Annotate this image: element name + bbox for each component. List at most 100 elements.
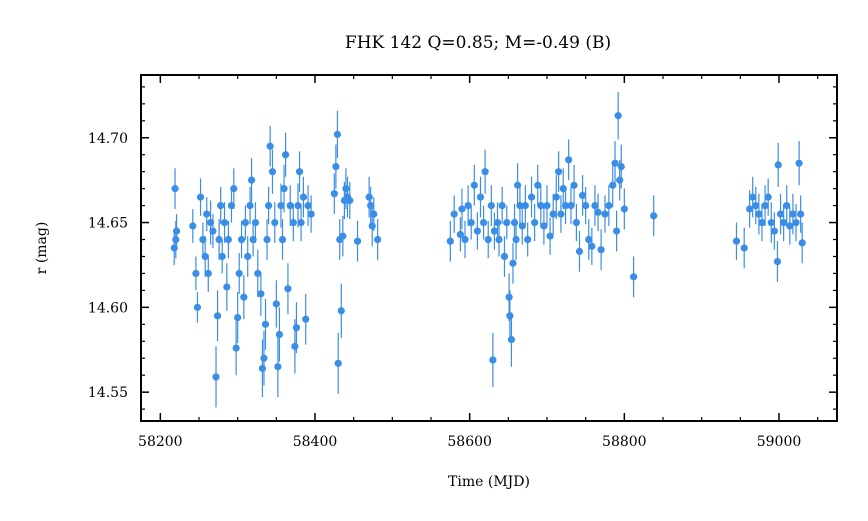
data-point (776, 210, 785, 218)
data-point (549, 210, 557, 218)
data-point (464, 201, 472, 210)
data-point (503, 218, 511, 227)
x-tick-label: 58200 (138, 434, 183, 450)
data-point (192, 269, 200, 278)
data-point (575, 247, 584, 255)
data-point (617, 162, 625, 171)
data-point (286, 201, 294, 210)
data-point (332, 162, 340, 171)
y-tick-label: 14.65 (88, 216, 128, 232)
data-point (630, 273, 638, 281)
data-point (755, 210, 763, 218)
data-point (537, 201, 545, 210)
data-point (761, 201, 769, 210)
data-point (374, 235, 382, 244)
data-point (304, 201, 312, 210)
data-point (481, 168, 489, 176)
data-point (223, 283, 231, 291)
data-point (746, 205, 754, 213)
chart-title: FHK 142 Q=0.85; M=-0.49 (B) (345, 33, 611, 53)
data-point (215, 235, 223, 244)
data-point (339, 232, 347, 240)
data-point (597, 246, 605, 254)
data-point (506, 312, 514, 320)
data-point (534, 181, 542, 189)
data-point (330, 190, 338, 198)
data-point (333, 130, 342, 138)
data-point (774, 161, 782, 169)
data-point (201, 252, 209, 261)
data-point (524, 235, 532, 244)
data-point (495, 235, 503, 244)
data-point (773, 257, 782, 266)
data-point (272, 300, 280, 308)
data-point (280, 185, 288, 193)
data-point (268, 168, 277, 176)
data-point (172, 235, 180, 244)
data-point (244, 252, 252, 261)
data-point (578, 191, 587, 200)
data-point (489, 356, 497, 364)
data-point (218, 252, 226, 261)
data-point (565, 156, 573, 164)
data-point (498, 201, 506, 210)
data-point (241, 218, 249, 227)
data-point (257, 290, 265, 298)
y-axis-label: r (mag) (34, 222, 50, 275)
data-point (613, 227, 621, 235)
data-point (294, 201, 302, 210)
data-point (798, 239, 806, 247)
data-point (570, 181, 578, 189)
data-point (278, 235, 287, 244)
data-point (302, 315, 310, 323)
data-point (254, 269, 262, 278)
x-tick-label: 58600 (447, 434, 492, 450)
data-point (620, 205, 628, 213)
data-point (446, 237, 454, 245)
y-tick-label: 14.55 (88, 385, 128, 401)
data-point (783, 201, 791, 210)
data-point (307, 210, 315, 218)
data-point (172, 227, 181, 235)
data-point (213, 312, 222, 320)
data-point (346, 196, 354, 205)
data-point (217, 201, 225, 210)
x-tick-label: 59000 (757, 434, 802, 450)
data-point (561, 201, 570, 210)
data-point (555, 168, 563, 176)
data-point (274, 363, 282, 371)
data-point (797, 210, 805, 218)
data-point (370, 210, 378, 218)
data-point (275, 330, 284, 339)
data-point (171, 185, 179, 193)
data-point (749, 193, 757, 201)
data-point (266, 142, 274, 150)
data-point (299, 193, 307, 201)
data-point (353, 237, 362, 245)
data-point (297, 218, 305, 227)
data-point (196, 193, 205, 201)
data-point (512, 235, 520, 244)
data-point (792, 218, 800, 227)
data-point (251, 218, 260, 227)
data-point (507, 335, 516, 344)
data-point (291, 342, 299, 350)
data-point (263, 235, 271, 244)
data-point (493, 218, 502, 227)
data-point (292, 324, 301, 332)
x-axis-label: Time (MJD) (448, 474, 530, 490)
data-point (237, 235, 246, 244)
data-point (557, 210, 565, 218)
data-point (758, 218, 766, 227)
data-point (235, 269, 243, 278)
data-point (337, 307, 345, 315)
data-point (473, 227, 481, 235)
data-point (572, 218, 580, 227)
data-point (232, 344, 240, 352)
data-point (204, 269, 212, 278)
data-point (193, 303, 202, 311)
data-point (500, 252, 509, 261)
data-point (521, 201, 529, 210)
data-point (450, 210, 458, 218)
